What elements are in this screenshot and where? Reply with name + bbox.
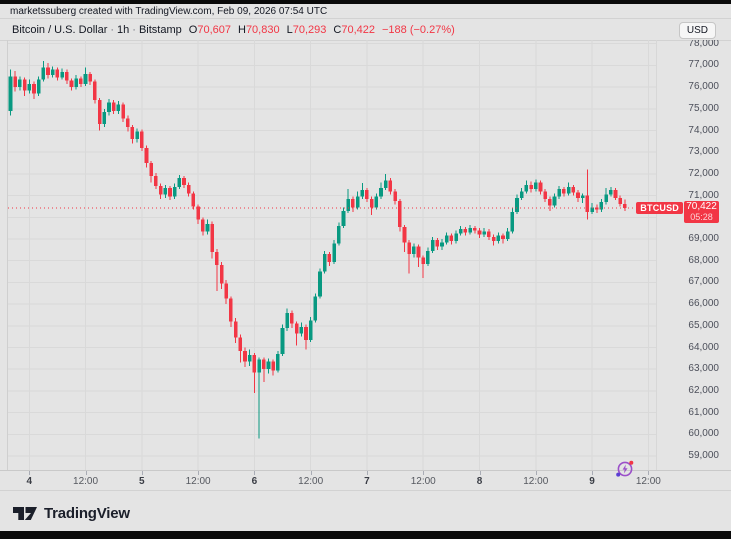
time-tick-mark xyxy=(423,471,425,475)
ohlc-letter: H xyxy=(237,24,246,36)
tradingview-brand-text: TradingView xyxy=(44,504,130,522)
price-tick-label: 78,000 xyxy=(688,40,719,49)
price-tick-label: 77,000 xyxy=(688,59,719,71)
ohlc-values: O70,607 H70,830 L70,293 C70,422 xyxy=(182,24,375,36)
time-tick-label: 6 xyxy=(251,476,258,487)
currency-usd-button[interactable]: USD xyxy=(678,22,716,39)
ohlc-number: 70,830 xyxy=(245,24,280,36)
time-axis[interactable]: 4 12:00 5 12:00 6 12:00 7 12:00 8 12:00 9 12:00 xyxy=(0,470,731,491)
price-tick-label: 76,000 xyxy=(688,81,719,93)
time-tick-label: 12:00 xyxy=(635,476,661,487)
price-tick-label: 61,000 xyxy=(688,406,719,418)
separator-dot: · xyxy=(110,24,115,36)
last-price-label: 70,422 05:28 xyxy=(684,201,719,224)
time-tick-label: 12:00 xyxy=(185,476,211,487)
tradingview-footer-logo: TradingView xyxy=(12,504,130,522)
time-tick-label: 7 xyxy=(364,476,370,487)
tradingview-logo-icon xyxy=(13,507,37,520)
time-tick-label: 12:00 xyxy=(410,476,436,487)
last-price-symbol-tag: BTCUSD xyxy=(636,202,683,215)
ohlc-number: 70,293 xyxy=(292,24,327,36)
time-tick-mark xyxy=(198,471,200,475)
last-price-value: 70,422 xyxy=(686,201,717,213)
price-tick-label: 65,000 xyxy=(688,319,719,331)
time-tick-mark xyxy=(535,471,537,475)
price-tick-label: 64,000 xyxy=(688,341,719,353)
time-tick-label: 12:00 xyxy=(73,476,99,487)
price-tick-label: 62,000 xyxy=(688,384,719,396)
time-tick-mark xyxy=(254,471,256,475)
ohlc-letter: O xyxy=(188,24,198,36)
attribution-text: marketssuberg created with TradingView.c… xyxy=(10,6,328,17)
time-tick-label: 9 xyxy=(589,476,595,487)
price-tick-label: 59,000 xyxy=(688,450,719,461)
time-tick-mark xyxy=(310,471,312,475)
price-tick-label: 73,000 xyxy=(688,146,719,158)
symbol-exchange: Bitstamp xyxy=(138,24,182,36)
price-tick-label: 71,000 xyxy=(688,189,719,201)
symbol-interval: 1h xyxy=(117,24,130,36)
time-tick-label: 12:00 xyxy=(298,476,324,487)
separator-dot: · xyxy=(132,24,136,36)
price-axis[interactable]: 59,000 60,000 61,000 62,000 63,000 64,000 65,0… xyxy=(657,40,731,470)
price-axis-border xyxy=(656,40,657,470)
price-tick-label: 75,000 xyxy=(688,102,719,114)
ohlc-number: 70,422 xyxy=(341,24,375,36)
ohlc-number: 70,607 xyxy=(197,24,231,36)
time-tick-mark xyxy=(141,471,143,475)
lightning-sticker-icon[interactable] xyxy=(615,459,635,479)
symbol-header-row: Bitcoin / U.S. Dollar · 1h · Bitstamp O70,607… xyxy=(0,20,731,41)
chart-snapshot: marketssuberg created with TradingView.c… xyxy=(0,4,731,531)
ohlc-letter: C xyxy=(333,24,342,36)
time-tick-label: 12:00 xyxy=(523,476,549,487)
time-tick-label: 8 xyxy=(476,476,483,487)
attribution-bar: marketssuberg created with TradingView.c… xyxy=(0,4,731,19)
price-tick-label: 63,000 xyxy=(688,363,719,375)
price-tick-label: 67,000 xyxy=(688,276,719,288)
symbol-info: Bitcoin / U.S. Dollar · 1h · Bitstamp O70,607… xyxy=(12,20,455,40)
time-tick-mark xyxy=(592,471,594,475)
price-tick-label: 60,000 xyxy=(688,428,719,440)
time-tick-mark xyxy=(479,471,481,475)
time-tick-mark xyxy=(366,471,368,475)
change-value: −188 (−0.27%) xyxy=(381,24,455,36)
price-tick-label: 68,000 xyxy=(688,254,719,266)
price-tick-label: 74,000 xyxy=(688,124,719,136)
time-tick-mark xyxy=(29,471,31,475)
price-tick-label: 66,000 xyxy=(688,298,719,310)
time-tick-mark xyxy=(85,471,87,475)
time-tick-label: 4 xyxy=(26,476,33,487)
price-tick-label: 69,000 xyxy=(688,233,719,244)
time-tick-mark xyxy=(648,471,650,475)
symbol-title: Bitcoin / U.S. Dollar xyxy=(12,24,108,36)
plot-left-border xyxy=(7,40,8,470)
plot-area[interactable] xyxy=(8,40,656,470)
ohlc-letter: L xyxy=(286,24,293,36)
candlestick-plot[interactable] xyxy=(8,40,656,470)
time-tick-label: 5 xyxy=(139,476,145,487)
price-tick-label: 72,000 xyxy=(688,167,719,179)
bar-countdown: 05:28 xyxy=(690,212,713,223)
